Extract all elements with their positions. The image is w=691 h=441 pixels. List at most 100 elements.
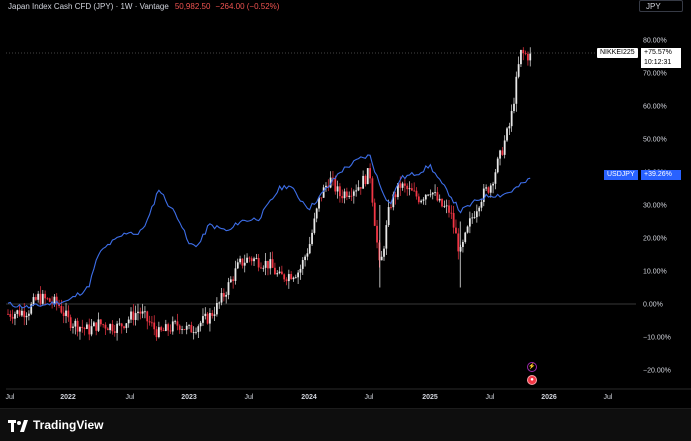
candle-body [445, 205, 448, 207]
candle-body [394, 194, 397, 198]
candle-body [401, 183, 404, 188]
candle-body [355, 190, 358, 192]
candle-body [234, 268, 237, 281]
candle-body [441, 198, 443, 207]
candle-body [385, 225, 388, 249]
candle-body [494, 172, 497, 184]
candle-body [285, 279, 288, 282]
candle-body [485, 187, 488, 189]
candle-body [106, 328, 109, 331]
candle-body [206, 313, 209, 324]
candle-body [253, 258, 255, 262]
candle-body [422, 199, 425, 201]
candle-body [308, 244, 311, 254]
candle-body [181, 329, 183, 331]
chart-area[interactable]: 80.00%70.00%60.00%50.00%40.00%30.00%20.0… [0, 0, 691, 408]
candle-body [211, 313, 214, 316]
candle-body [69, 317, 72, 328]
candle-body [438, 198, 441, 201]
candle-body [487, 187, 490, 193]
candle-body [151, 322, 153, 324]
candle-body [292, 277, 295, 280]
candle-body [62, 312, 65, 316]
candle-body [369, 168, 371, 179]
candle-body [46, 298, 49, 300]
candle-body [241, 258, 244, 266]
candle-body [392, 194, 395, 208]
y-tick-label: 70.00% [643, 71, 667, 78]
candle-body [23, 310, 26, 318]
countdown-tag: 10:12:31 [641, 58, 681, 68]
candle-body [406, 185, 409, 190]
candle-body [434, 192, 436, 193]
candle-body [25, 315, 28, 318]
candle-body [111, 324, 114, 332]
candle-body [160, 327, 163, 331]
candle-body [248, 257, 251, 259]
candle-body [371, 178, 374, 203]
candle-body [134, 313, 137, 320]
candle-body [130, 311, 132, 320]
candle-body [325, 185, 327, 188]
candle-body [267, 260, 269, 269]
candle-body [229, 279, 232, 283]
currency-button[interactable]: JPY [639, 0, 683, 12]
candle-body [48, 298, 51, 302]
candle-body [118, 323, 121, 325]
candle-body [452, 213, 455, 228]
candle-body [120, 323, 123, 327]
candle-body [364, 175, 367, 185]
candle-body [332, 177, 334, 179]
candle-body [262, 267, 265, 269]
candle-body [92, 322, 95, 327]
usdjpy-series-tag: USDJPY [604, 170, 638, 180]
candle-body [116, 323, 118, 333]
candle-body [415, 190, 418, 197]
candle-body [478, 207, 481, 212]
earnings-icon[interactable]: ● [527, 375, 537, 385]
candle-body [95, 322, 98, 331]
footer-bar: TradingView [0, 408, 691, 441]
candle-body [192, 332, 195, 333]
candle-body [315, 208, 318, 219]
lightning-icon[interactable]: ⚡ [527, 362, 537, 372]
candle-body [499, 150, 501, 159]
candle-body [334, 177, 337, 192]
candle-body [466, 226, 469, 233]
x-tick-label: Jul [486, 394, 495, 401]
candle-body [97, 319, 100, 331]
symbol-title[interactable]: Japan Index Cash CFD (JPY) · 1W · Vantag… [8, 2, 169, 11]
candle-body [127, 319, 130, 324]
candle-body [227, 282, 230, 295]
candle-body [508, 126, 511, 129]
tradingview-logo[interactable]: TradingView [8, 416, 103, 434]
last-price: 50,982.50 [174, 2, 211, 11]
candle-body [320, 197, 323, 199]
candle-body [232, 279, 235, 281]
candle-body [185, 325, 188, 330]
candle-body [383, 248, 385, 257]
candle-body [280, 271, 283, 275]
candle-body [322, 187, 325, 198]
candle-body [390, 207, 392, 208]
candle-body [517, 64, 520, 77]
candle-body [380, 256, 383, 261]
candle-body [21, 310, 23, 316]
y-tick-label: 80.00% [643, 38, 667, 45]
candle-body [427, 194, 430, 196]
candle-body [37, 293, 40, 300]
candle-body [9, 314, 12, 317]
candle-body [413, 190, 416, 192]
candle-body [218, 302, 221, 304]
candle-body [171, 321, 174, 332]
candle-body [204, 313, 207, 317]
candle-body [450, 212, 453, 214]
candle-body [153, 322, 156, 330]
candle-body [30, 304, 33, 314]
candle-body [357, 187, 360, 191]
tradingview-logo-icon [8, 419, 28, 432]
candle-body [169, 330, 172, 332]
candle-body [311, 232, 313, 245]
candle-body [529, 53, 532, 61]
candle-body [345, 191, 348, 197]
